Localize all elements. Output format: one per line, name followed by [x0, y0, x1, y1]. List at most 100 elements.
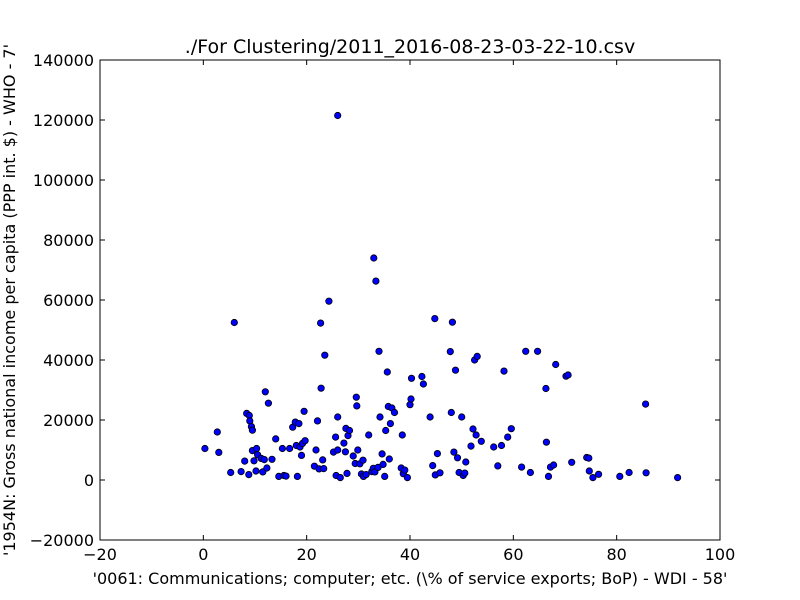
data-point: [433, 449, 441, 458]
data-point: [245, 470, 253, 479]
x-tick-label: 60: [503, 545, 523, 564]
data-point: [331, 433, 340, 441]
data-point: [431, 314, 439, 323]
data-point: [300, 407, 308, 415]
data-point: [453, 454, 462, 462]
data-point: [237, 467, 245, 476]
y-tick-label: 40000: [43, 351, 94, 370]
data-point: [552, 360, 560, 369]
data-point: [321, 351, 329, 359]
data-point: [407, 374, 416, 382]
data-point: [406, 401, 414, 409]
data-point: [407, 395, 415, 403]
data-point: [248, 426, 256, 434]
data-point: [263, 464, 271, 472]
data-point: [336, 473, 344, 482]
y-tick-label: 140000: [33, 51, 94, 70]
data-point: [353, 402, 361, 410]
data-point: [312, 446, 320, 454]
data-point: [472, 431, 480, 439]
data-point: [403, 473, 411, 482]
data-point: [385, 455, 393, 463]
data-point: [320, 464, 328, 473]
data-point: [227, 468, 235, 477]
data-point: [390, 408, 399, 417]
data-point: [297, 451, 306, 459]
data-point: [334, 413, 342, 421]
data-point: [359, 456, 367, 464]
data-point: [215, 448, 223, 456]
data-point: [230, 318, 238, 327]
data-point: [272, 435, 280, 443]
data-point: [252, 467, 260, 475]
data-point: [278, 444, 286, 453]
data-point: [462, 458, 470, 466]
data-point: [418, 372, 426, 381]
data-point: [213, 428, 221, 436]
data-point: [585, 454, 593, 462]
data-point: [477, 437, 485, 445]
data-point: [365, 431, 373, 439]
data-point: [398, 431, 406, 439]
y-tick-label: 120000: [33, 111, 94, 130]
data-point: [241, 457, 249, 465]
data-point: [426, 413, 434, 421]
data-point: [461, 469, 469, 477]
data-point: [382, 426, 390, 435]
x-tick-label: 0: [198, 545, 208, 564]
data-point: [469, 425, 477, 433]
data-point: [467, 442, 475, 450]
data-point: [317, 384, 325, 392]
data-point: [490, 443, 498, 451]
data-point: [533, 347, 542, 355]
data-point: [379, 460, 387, 468]
data-point: [450, 448, 458, 456]
data-point: [642, 469, 650, 477]
x-tick-label: 20: [296, 545, 316, 564]
x-tick-label: −20: [83, 545, 117, 564]
data-point: [448, 318, 456, 326]
data-point: [293, 472, 301, 480]
y-axis-ticks: −20000 0 20000 40000 60000 80000 100000 120000 1…: [30, 51, 720, 550]
data-point: [494, 462, 502, 470]
data-point: [268, 455, 276, 463]
data-point: [542, 384, 550, 393]
x-axis-ticks: −20 0 20 40 60 80 100: [83, 60, 735, 564]
data-point: [383, 368, 391, 376]
data-point: [250, 457, 258, 465]
data-point: [473, 352, 481, 360]
data-point: [507, 425, 515, 433]
data-point: [458, 413, 466, 421]
data-point: [564, 371, 572, 379]
data-point: [261, 388, 269, 396]
data-point: [349, 452, 357, 460]
data-point: [345, 426, 354, 435]
x-tick-label: 100: [705, 545, 736, 564]
data-point: [372, 277, 380, 285]
data-point: [260, 455, 268, 464]
data-point: [264, 399, 272, 407]
data-point: [375, 347, 383, 355]
data-point: [568, 458, 576, 466]
data-point: [616, 472, 624, 480]
data-point: [673, 473, 682, 482]
data-point: [625, 468, 633, 477]
data-point: [378, 450, 386, 458]
data-point: [316, 319, 325, 327]
data-point: [594, 470, 603, 478]
data-point: [253, 444, 261, 453]
x-tick-label: 80: [606, 545, 626, 564]
data-point: [319, 456, 327, 464]
data-point: [500, 367, 508, 375]
data-point: [401, 466, 409, 474]
data-point: [381, 472, 389, 480]
y-tick-label: 80000: [43, 231, 94, 250]
data-points: [201, 111, 682, 482]
data-point: [526, 468, 535, 477]
data-point: [285, 444, 294, 453]
data-point: [325, 297, 333, 305]
data-point: [585, 467, 593, 475]
y-tick-label: 20000: [43, 411, 94, 430]
data-point: [340, 439, 348, 447]
